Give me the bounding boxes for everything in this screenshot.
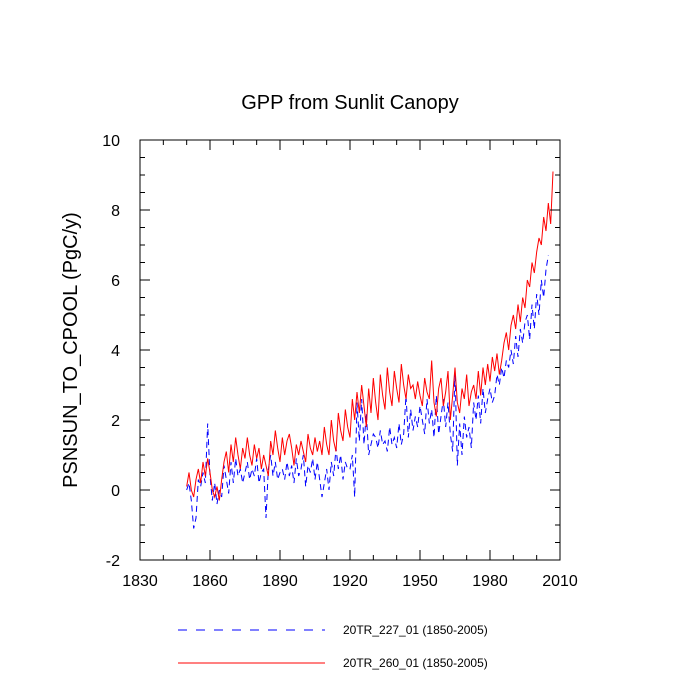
y-tick-label: 6 <box>111 273 120 290</box>
y-tick-label: 10 <box>102 133 120 150</box>
legend-label-2: 20TR_260_01 (1850-2005) <box>343 656 488 670</box>
series-lines <box>186 171 554 529</box>
series-line-2 <box>186 171 554 501</box>
x-tick-label: 2010 <box>542 573 578 590</box>
x-tick-label: 1890 <box>262 573 298 590</box>
x-tick-label: 1830 <box>122 573 158 590</box>
x-tick-label: 1950 <box>402 573 438 590</box>
y-tick-label: 0 <box>111 483 120 500</box>
legend-label-1: 20TR_227_01 (1850-2005) <box>343 623 488 637</box>
x-tick-label: 1860 <box>192 573 228 590</box>
x-tick-label: 1920 <box>332 573 368 590</box>
y-tick-label: 8 <box>111 203 120 220</box>
legend: 20TR_227_01 (1850-2005) 20TR_260_01 (1850… <box>178 623 488 670</box>
series-line-1 <box>186 255 549 529</box>
y-tick-label: -2 <box>106 553 120 570</box>
x-tick-label: 1980 <box>472 573 508 590</box>
y-tick-label: 4 <box>111 343 120 360</box>
axis-ticks: 1830 1860 1890 1920 1950 1980 2010 -2 0 2 4 6 8 10 <box>102 133 578 590</box>
plot-frame <box>139 139 561 561</box>
y-axis-label: PSNSUN_TO_CPOOL (PgC/y) <box>60 212 82 488</box>
y-tick-label: 2 <box>111 413 120 430</box>
chart-title: GPP from Sunlit Canopy <box>241 92 459 114</box>
